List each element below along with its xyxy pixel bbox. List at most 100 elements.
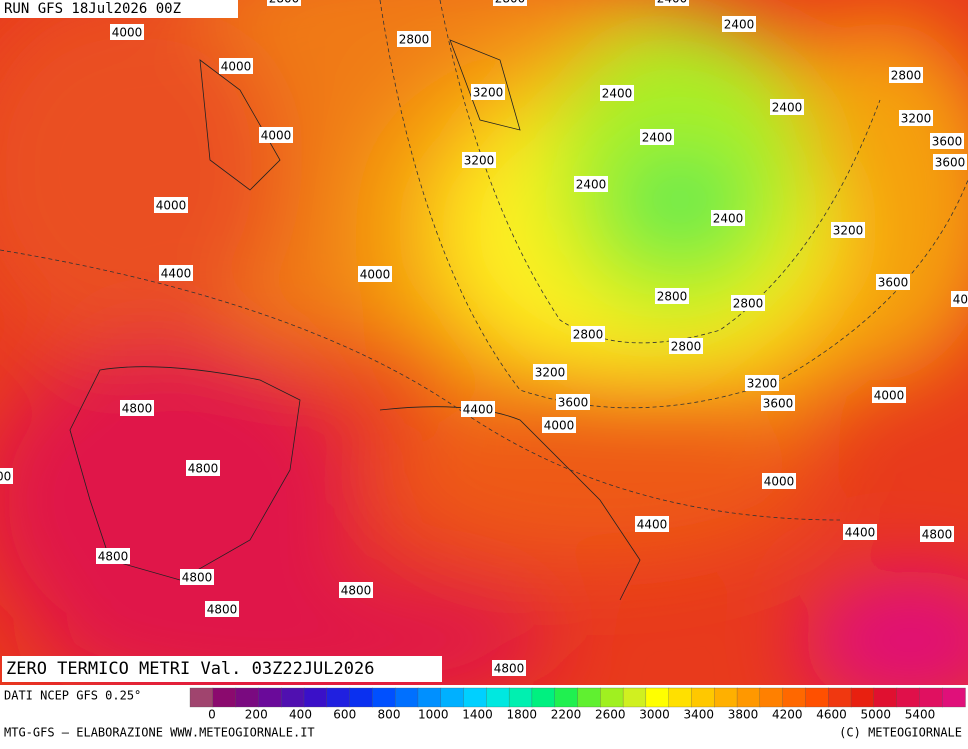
colorbar-tick-label: 1800 xyxy=(506,708,537,722)
contour-label-box xyxy=(120,400,154,416)
colorbar-swatch xyxy=(714,687,738,708)
contour-label: 4800 xyxy=(0,470,11,484)
contour-label: 2800 xyxy=(733,297,764,311)
contour-label: 4000 xyxy=(221,60,252,74)
contour-label-box xyxy=(635,516,669,532)
colorbar-swatch xyxy=(463,687,487,708)
colorbar-swatch xyxy=(600,687,624,708)
colorbar-tick-label: 2600 xyxy=(595,708,626,722)
colorbar-tick-label: 200 xyxy=(245,708,268,722)
run-box xyxy=(0,0,238,18)
contour-label: 3600 xyxy=(878,276,909,290)
colorbar-swatch xyxy=(394,687,419,708)
contour-label-box xyxy=(96,548,130,564)
colorbar-swatch xyxy=(645,687,670,708)
contour-label-box xyxy=(951,291,968,307)
colorbar-swatch xyxy=(417,687,442,708)
contour-label-box xyxy=(600,85,634,101)
colorbar-swatch xyxy=(782,687,807,708)
contour-label-box xyxy=(655,0,689,6)
colorbar-swatch xyxy=(372,687,396,708)
colorbar-tick-label: 3000 xyxy=(639,708,670,722)
contour-label: 4000 xyxy=(112,26,143,40)
contour-label: 2400 xyxy=(602,87,633,101)
contour-label: 2400 xyxy=(772,101,803,115)
contour-label: 2400 xyxy=(642,131,673,145)
contour-label-box xyxy=(745,375,779,391)
colorbar-swatch xyxy=(531,687,556,708)
contour-label-box xyxy=(492,660,526,676)
contour-label: 2400 xyxy=(576,178,607,192)
contour-label-box xyxy=(493,0,527,6)
colorbar-swatch xyxy=(258,687,282,708)
colorbar-tick-label: 800 xyxy=(378,708,401,722)
contour-label-box xyxy=(574,176,608,192)
contour-label: 3200 xyxy=(473,86,504,100)
colorbar-swatch xyxy=(691,687,715,708)
colorbar-tick-label: 1400 xyxy=(462,708,493,722)
contour-label: 3200 xyxy=(464,154,495,168)
map-field: 4000 2800 4000 3200 2400 2400 2800 2400 3200 4000… xyxy=(0,0,968,685)
contour-label: 4800 xyxy=(122,402,153,416)
map-title: ZERO TERMICO METRI Val. 03Z22JUL2026 xyxy=(6,659,374,679)
contour-label: 3200 xyxy=(535,366,566,380)
contour-label-box xyxy=(471,84,505,100)
contour-label-box xyxy=(267,0,301,6)
colorbar-tick-label: 1000 xyxy=(418,708,449,722)
contour-label-box xyxy=(831,222,865,238)
contour-label: 2800 xyxy=(573,328,604,342)
colorbar-swatch xyxy=(759,687,784,708)
source-label: DATI NCEP GFS 0.25° xyxy=(4,689,141,703)
title-box xyxy=(2,656,442,682)
colorbar: 0 200 400 600 800 1000 1400 1800 2200 2600 3000 340… xyxy=(189,687,966,722)
contour-label-box xyxy=(731,295,765,311)
contour-label-box xyxy=(358,266,392,282)
colorbar-tick-label: 400 xyxy=(289,708,312,722)
contour-label: 3600 xyxy=(932,135,963,149)
contour-label-box xyxy=(933,154,967,170)
contour-label: 4000 xyxy=(953,293,968,307)
colorbar-tick-label: 4200 xyxy=(772,708,803,722)
contour-label: 2800 xyxy=(495,0,526,6)
contour-label: 4800 xyxy=(341,584,372,598)
contour-label: 3200 xyxy=(747,377,778,391)
contour-label: 4800 xyxy=(182,571,213,585)
colorbar-swatch xyxy=(554,687,579,708)
contour-label: 4000 xyxy=(360,268,391,282)
colorbar-tick-label: 3800 xyxy=(728,708,759,722)
contour-label: 4800 xyxy=(188,462,219,476)
contour-label-box xyxy=(876,274,910,290)
contour-label-box xyxy=(462,152,496,168)
contour-label-box xyxy=(259,127,293,143)
contour-label-box xyxy=(770,99,804,115)
contour-label-box xyxy=(154,197,188,213)
contour-label-box xyxy=(762,473,796,489)
contour-label: 4800 xyxy=(207,603,238,617)
colorbar-swatch xyxy=(486,687,510,708)
contour-label: 4000 xyxy=(156,199,187,213)
contour-label: 3200 xyxy=(901,112,932,126)
contour-label: 3200 xyxy=(833,224,864,238)
contour-label-box xyxy=(556,394,590,410)
colorbar-swatch xyxy=(805,687,829,708)
colorbar-swatch xyxy=(235,687,260,708)
contour-label-box xyxy=(180,569,214,585)
contour-label: 3600 xyxy=(763,397,794,411)
colorbar-swatch xyxy=(668,687,693,708)
colorbar-swatch xyxy=(850,687,875,708)
colorbar-swatch xyxy=(189,687,214,708)
footer-left: MTG-GFS — ELABORAZIONE WWW.METEOGIORNALE… xyxy=(4,726,315,740)
run-label: RUN GFS 18Jul2026 00Z xyxy=(4,1,181,17)
contour-label-box xyxy=(397,31,431,47)
colorbar-swatch xyxy=(440,687,465,708)
colorbar-tick-label: 600 xyxy=(333,708,356,722)
contour-label-box xyxy=(872,387,906,403)
contour-label-box xyxy=(761,395,795,411)
contour-label: 4000 xyxy=(544,419,575,433)
colorbar-tick-label: 4600 xyxy=(816,708,847,722)
contour-label-box xyxy=(889,67,923,83)
contour-label-box xyxy=(159,265,193,281)
contour-label: 4400 xyxy=(845,526,876,540)
contour-label-box xyxy=(219,58,253,74)
